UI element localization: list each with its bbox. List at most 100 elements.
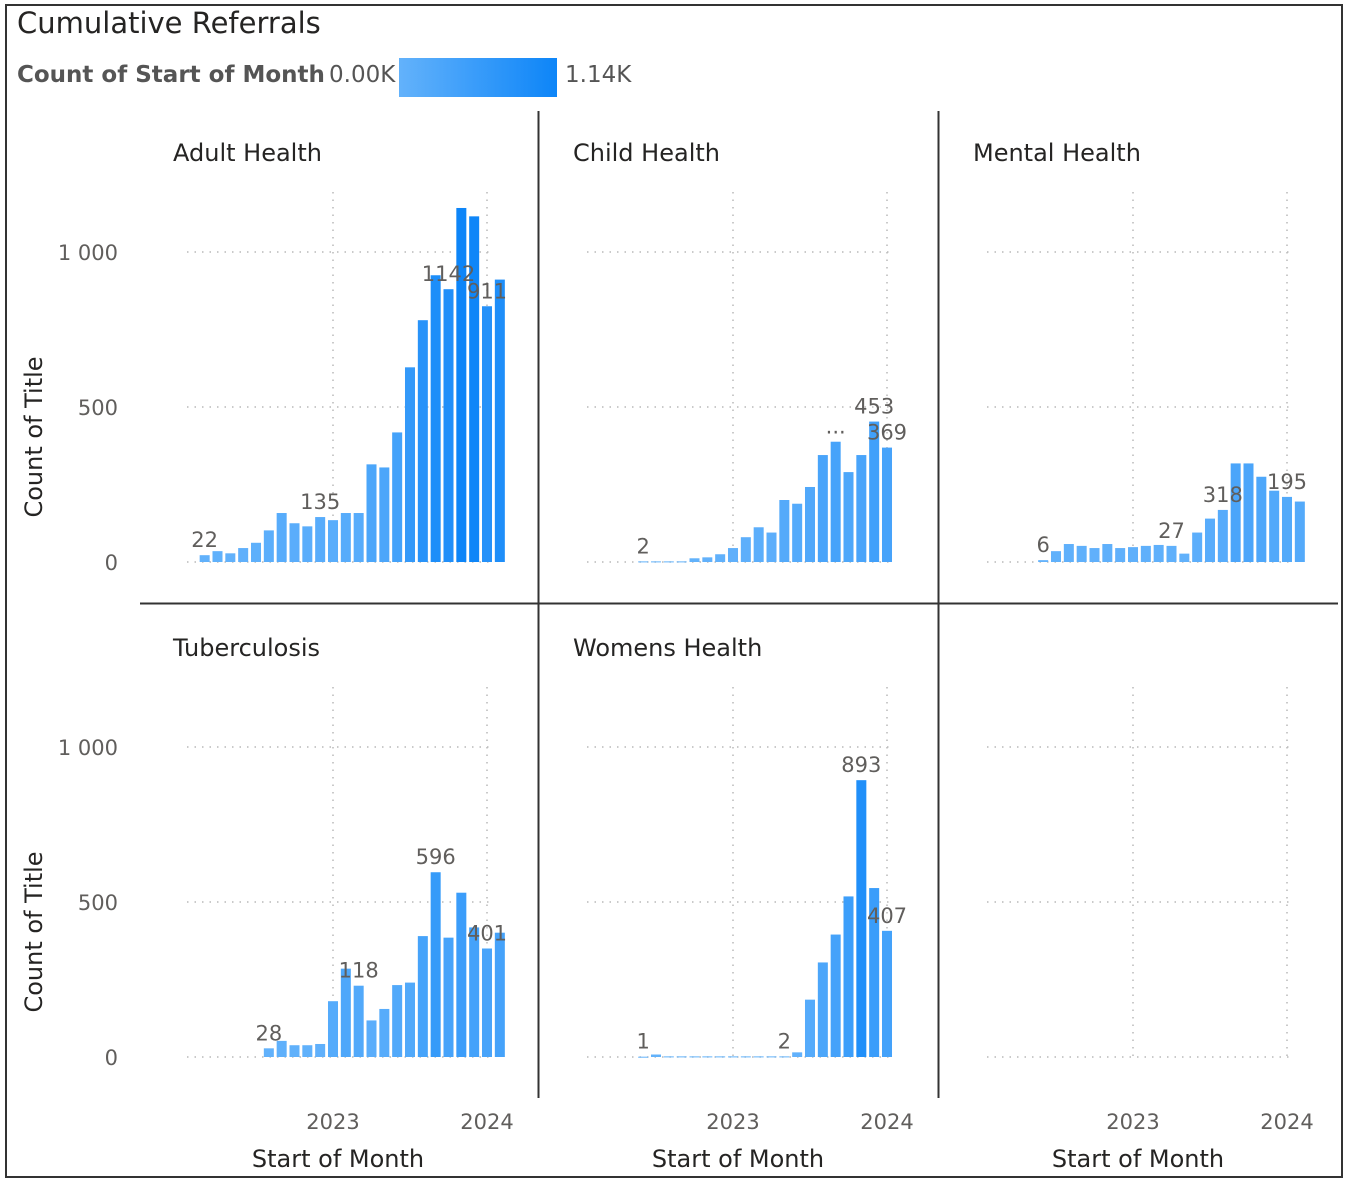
- bar: [1153, 544, 1164, 562]
- bar: [315, 1043, 326, 1057]
- bar: [225, 553, 236, 562]
- panel-title: Adult Health: [173, 139, 322, 167]
- data-label: 1142: [422, 262, 475, 286]
- bar: [481, 948, 493, 1057]
- bar: [817, 962, 828, 1057]
- bar: [843, 896, 854, 1057]
- bar: [702, 1056, 713, 1058]
- bar: [443, 937, 454, 1057]
- bar: [1179, 553, 1190, 562]
- data-label: 401: [467, 922, 507, 946]
- bar: [650, 561, 662, 563]
- bar: [238, 548, 249, 562]
- bar: [1204, 518, 1216, 562]
- x-tick-label: 2023: [706, 1110, 759, 1134]
- data-label: 22: [191, 528, 218, 552]
- y-tick-label: 0: [105, 1046, 118, 1070]
- data-label: 135: [300, 490, 340, 514]
- bar: [676, 561, 687, 563]
- bar: [1089, 548, 1100, 562]
- bar: [199, 555, 210, 562]
- bar: [689, 558, 700, 562]
- bar: [1076, 545, 1087, 562]
- x-tick-label: 2024: [1260, 1110, 1313, 1134]
- bar: [1050, 551, 1062, 562]
- bar: [792, 1052, 803, 1057]
- data-label: ...: [826, 415, 846, 439]
- bar: [830, 441, 841, 562]
- data-label: 596: [416, 845, 456, 869]
- data-label: 407: [867, 904, 907, 928]
- bar: [263, 530, 274, 562]
- bar: [1256, 476, 1267, 562]
- bar: [212, 551, 223, 562]
- legend-gradient-bar: [399, 58, 557, 97]
- y-tick-label: 1 000: [58, 241, 118, 265]
- x-tick-label: 2024: [460, 1110, 513, 1134]
- data-label: 6: [1036, 533, 1049, 557]
- bar: [443, 289, 454, 562]
- bar: [430, 275, 441, 562]
- data-label: 318: [1203, 483, 1243, 507]
- bar: [1102, 544, 1113, 562]
- bar: [379, 467, 390, 562]
- bar: [1115, 548, 1126, 562]
- bar: [456, 207, 467, 563]
- bar: [676, 1056, 687, 1058]
- chart-title: Cumulative Referrals: [17, 6, 321, 40]
- x-axis-title: Start of Month: [252, 1145, 424, 1173]
- bar: [404, 367, 416, 562]
- bar: [715, 554, 726, 562]
- x-axis-title: Start of Month: [1052, 1145, 1224, 1173]
- bar: [1166, 545, 1177, 562]
- data-label: 911: [467, 279, 507, 303]
- bar: [817, 455, 828, 562]
- bar: [702, 557, 713, 562]
- bar: [1192, 532, 1203, 562]
- bar: [1281, 496, 1293, 562]
- bar: [715, 1056, 726, 1058]
- bar: [1127, 547, 1139, 562]
- data-label: 195: [1267, 470, 1307, 494]
- bar: [869, 888, 880, 1057]
- bar: [263, 1048, 274, 1057]
- bar: [804, 999, 816, 1057]
- legend-min-label: 0.00K: [329, 62, 396, 88]
- data-label: 118: [339, 959, 379, 983]
- bar: [315, 517, 326, 562]
- bar: [327, 1001, 339, 1057]
- bar: [276, 1040, 287, 1057]
- bar: [753, 1056, 764, 1058]
- bar: [766, 1056, 777, 1058]
- bar: [740, 1056, 751, 1058]
- bar: [353, 985, 364, 1057]
- bar: [638, 1056, 649, 1058]
- bar: [804, 486, 816, 562]
- bar: [494, 932, 505, 1057]
- bar: [740, 537, 751, 562]
- data-label: 1: [636, 1030, 649, 1054]
- x-tick-label: 2023: [1106, 1110, 1159, 1134]
- y-tick-label: 0: [105, 551, 118, 575]
- y-axis-title: Count of Title: [20, 356, 48, 517]
- bar: [650, 1054, 662, 1057]
- bar: [392, 432, 403, 562]
- bar: [753, 527, 764, 562]
- bar: [392, 985, 403, 1057]
- bar: [481, 306, 493, 562]
- bar: [327, 520, 339, 562]
- bar: [1038, 560, 1049, 562]
- bar: [469, 927, 480, 1057]
- bar: [727, 548, 739, 562]
- panel-title: Womens Health: [573, 634, 762, 662]
- y-tick-label: 1 000: [58, 736, 118, 760]
- bar: [366, 1020, 377, 1057]
- bar: [881, 447, 893, 562]
- data-label: 893: [841, 753, 881, 777]
- y-tick-label: 500: [78, 396, 118, 420]
- bar: [1140, 545, 1151, 562]
- bar: [494, 279, 505, 562]
- panel-title: Child Health: [573, 139, 720, 167]
- bar: [289, 1045, 300, 1057]
- chart-frame: [5, 4, 1343, 1178]
